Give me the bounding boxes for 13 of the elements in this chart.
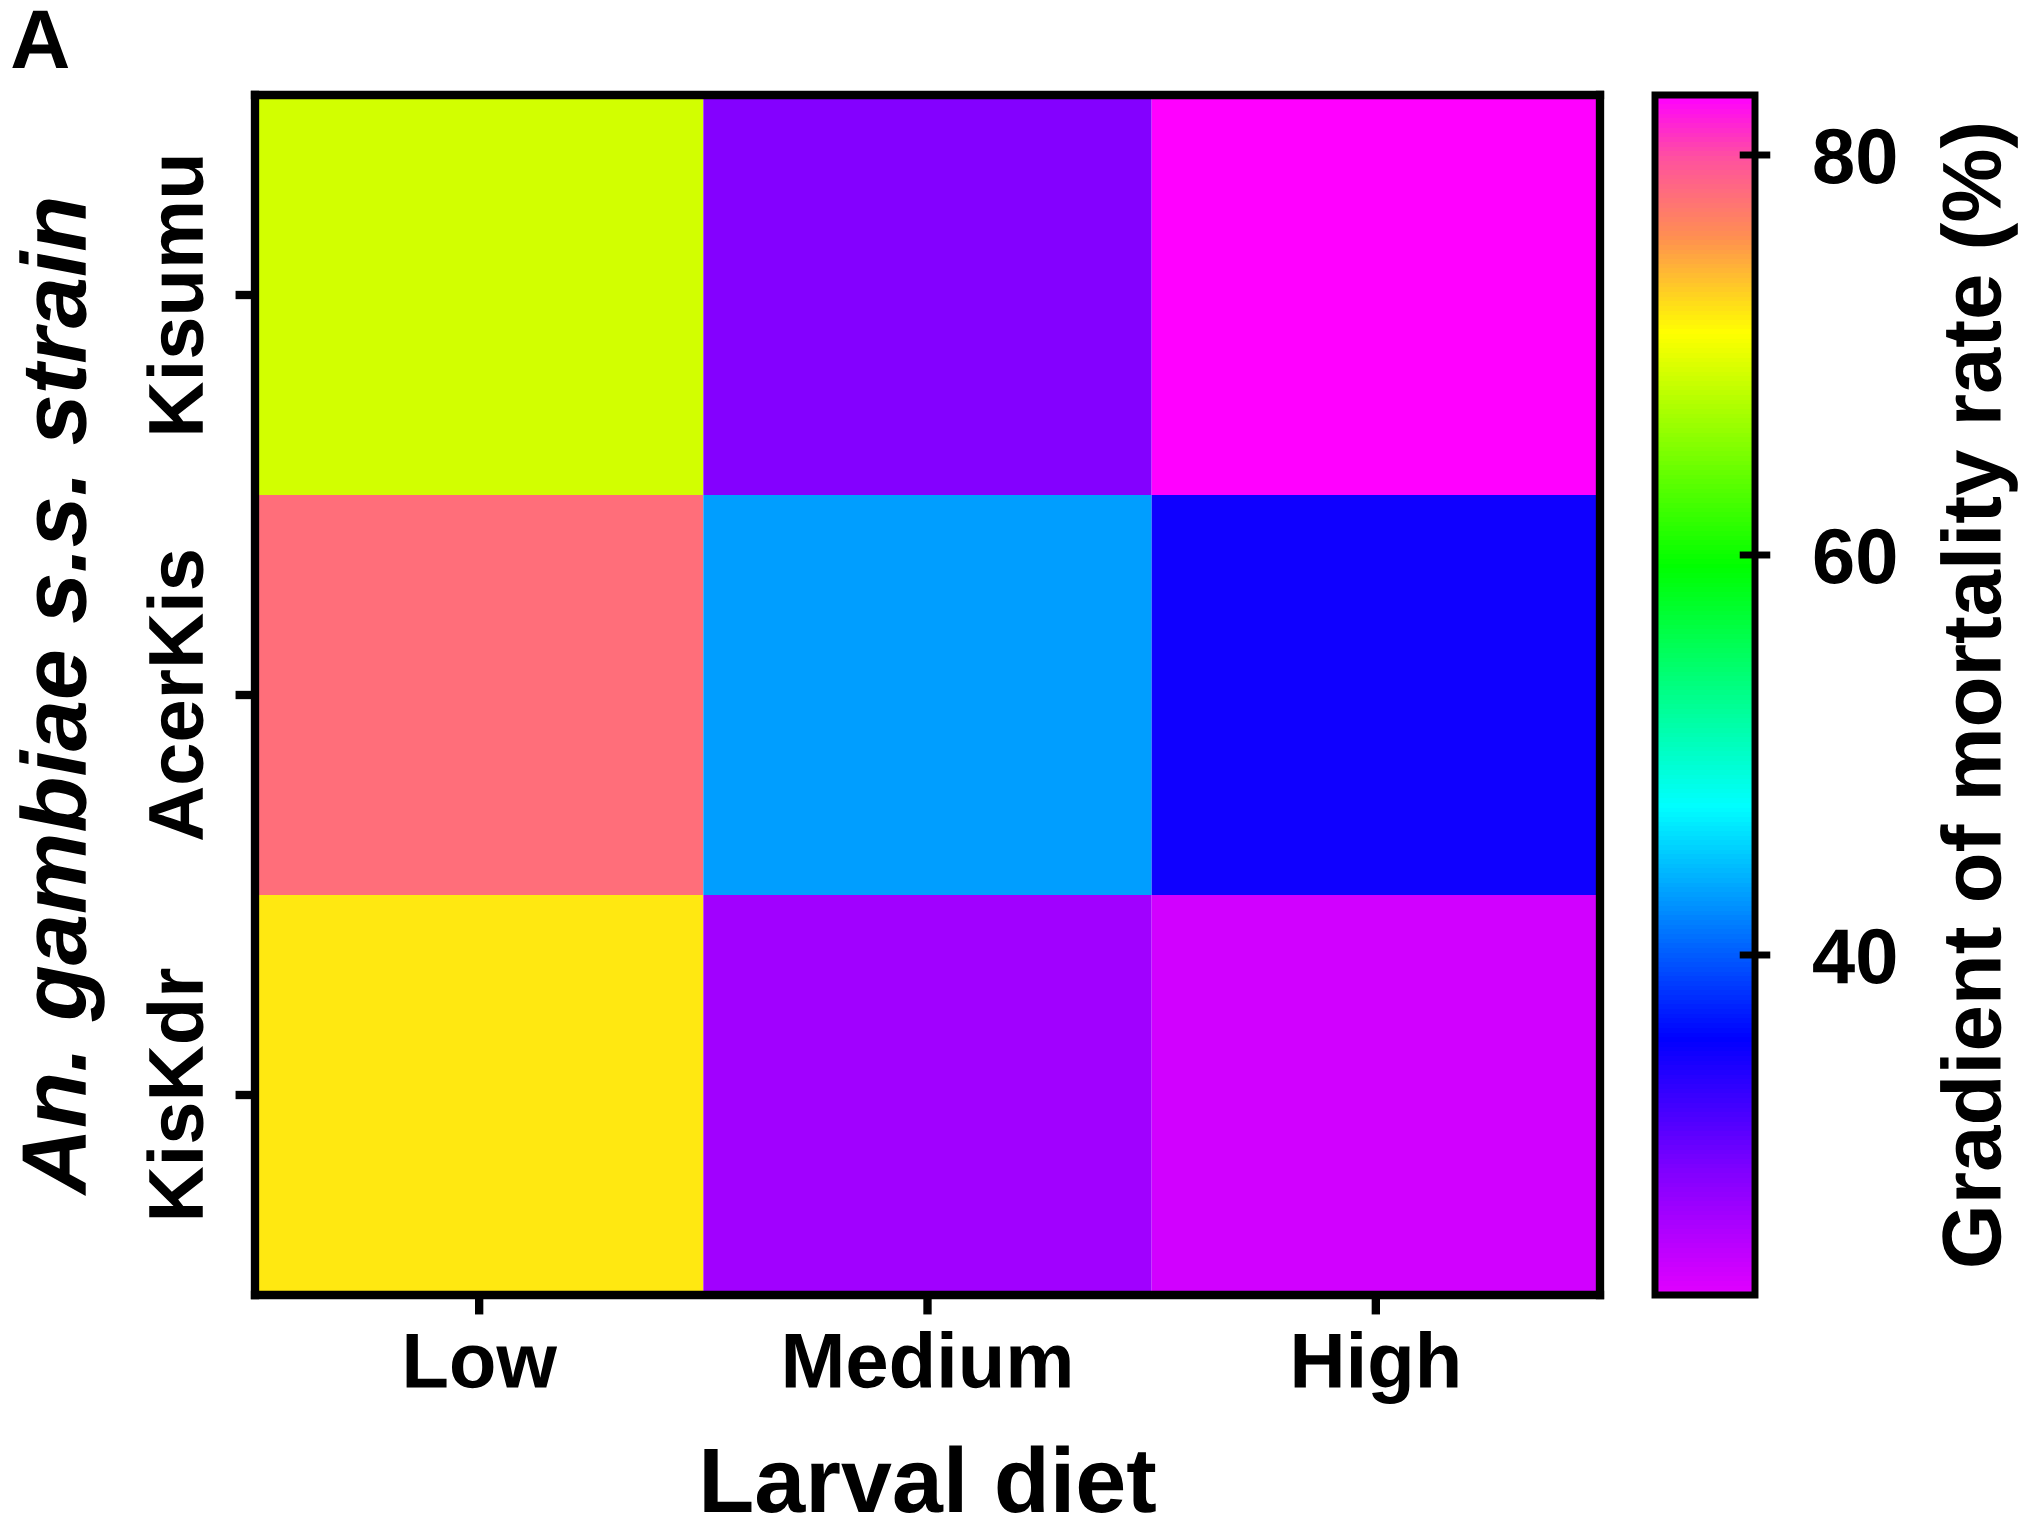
y-tick-label: KisKdr <box>146 968 204 1218</box>
color-bar-title: Gradient of mortality rate (%) <box>1940 124 2018 1266</box>
color-bar-label: 80 <box>1814 128 1896 184</box>
y-tick-label: Kisumu <box>146 157 204 433</box>
color-bar-label: 40 <box>1813 928 1896 984</box>
x-tick-label: High <box>1294 1331 1458 1404</box>
color-bar-label: 60 <box>1814 528 1896 584</box>
x-tick-label: Low <box>406 1333 558 1389</box>
x-axis-title: Larval diet <box>704 1445 1156 1513</box>
y-axis-title: An. gambiae s.s. strain <box>19 199 105 1197</box>
x-tick-label: Medium <box>785 1331 1070 1389</box>
y-tick-label: AcerKis <box>146 551 204 841</box>
text: A <box>12 10 69 69</box>
